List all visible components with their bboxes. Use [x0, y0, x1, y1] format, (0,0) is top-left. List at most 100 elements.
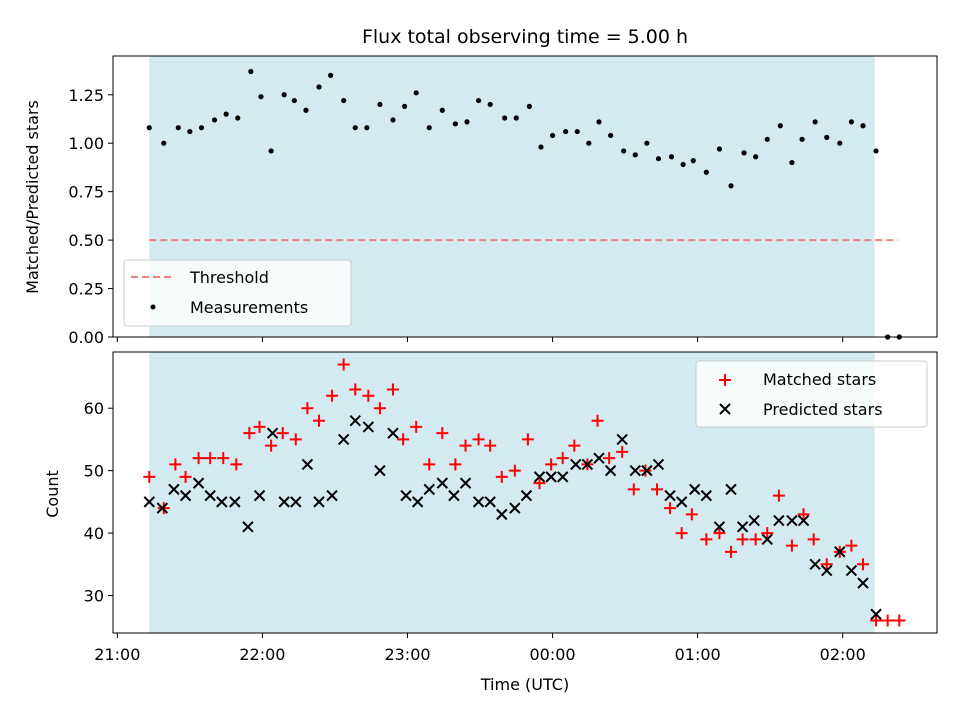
matched-star-point [179, 470, 192, 483]
matched-star-point [521, 433, 534, 446]
measurement-point [837, 140, 843, 146]
predicted-star-point [400, 489, 412, 502]
matched-star-point [761, 527, 774, 540]
measurement-point [248, 68, 254, 75]
predicted-star-point [192, 477, 205, 489]
predicted-star-point [797, 514, 810, 527]
predicted-star-point [593, 452, 605, 464]
x-tick-label: 01:00 [675, 645, 721, 664]
matched-star-point [337, 358, 350, 371]
predicted-star-point [570, 458, 582, 471]
measurement-point [235, 115, 241, 121]
matched-star-point [276, 427, 289, 440]
predicted-star-point [652, 458, 665, 471]
predicted-star-point [664, 489, 676, 502]
measurement-point [413, 90, 419, 96]
predicted-star-point [484, 496, 496, 508]
predicted-star-point [736, 521, 749, 533]
bottom-legend-box [695, 360, 928, 428]
measurement-point [487, 101, 493, 108]
predicted-star-point [834, 546, 846, 558]
matched-star-point [157, 502, 170, 515]
matched-star-point [591, 414, 604, 427]
predicted-star-point [337, 433, 350, 446]
matched-star-point [397, 433, 410, 446]
matched-star-point [820, 558, 833, 571]
measurement-point [475, 97, 482, 104]
x-tick-label: 21:00 [94, 645, 140, 664]
top-y-tick-label: 0.75 [68, 183, 104, 202]
matched-star-point [508, 464, 521, 477]
matched-star-point [301, 402, 314, 415]
matched-star-point [289, 433, 302, 446]
matched-star-point [326, 389, 339, 402]
measurement-point [258, 94, 264, 100]
legend-matched-swatch [719, 374, 731, 386]
legend-measurements-swatch [150, 304, 156, 310]
measurement-point [563, 128, 569, 135]
predicted-star-point [809, 558, 821, 571]
matched-star-point [568, 439, 581, 452]
measurement-point [680, 161, 686, 168]
matched-star-point [736, 533, 749, 546]
matched-star-point [807, 533, 820, 546]
measurement-point [328, 72, 334, 78]
legend-predicted-swatch [719, 403, 731, 415]
measurement-point [316, 84, 322, 90]
measurement-point [223, 111, 229, 117]
matched-star-point [664, 502, 677, 515]
measurement-point [621, 148, 627, 154]
predicted-stars-series [143, 414, 882, 620]
predicted-star-point [821, 564, 833, 577]
matched-star-point [700, 533, 713, 546]
predicted-star-point [156, 502, 169, 514]
predicted-star-point [362, 421, 375, 433]
matched-star-point [725, 545, 737, 558]
top-x-axis-ticks [116, 337, 844, 342]
top-y-tick-label: 1.00 [68, 134, 104, 153]
top-y-axis-label: Matched/Predicted stars [23, 100, 42, 294]
matched-star-point [349, 383, 362, 396]
x-axis-label: Time (UTC) [480, 675, 569, 694]
legend-predicted-label: Predicted stars [763, 400, 883, 419]
x-tick-label: 02:00 [820, 645, 866, 664]
predicted-star-point [423, 483, 435, 496]
predicted-star-point [266, 427, 279, 439]
measurement-point [538, 144, 544, 150]
measurement-point [753, 154, 759, 160]
measurement-point [703, 169, 709, 175]
matched-star-point [545, 458, 558, 471]
predicted-star-point [204, 489, 216, 502]
predicted-star-point [629, 464, 641, 477]
predicted-star-point [870, 608, 882, 620]
top-y-tick-label: 1.25 [68, 86, 104, 105]
matched-star-point [785, 539, 798, 552]
matched-star-point [616, 445, 629, 458]
measurement-point [607, 132, 614, 139]
predicted-star-point [675, 496, 688, 508]
predicted-star-point [301, 458, 314, 471]
matched-star-point [685, 508, 698, 521]
predicted-star-point [545, 471, 557, 483]
predicted-star-point [689, 483, 701, 496]
matched-star-point [893, 614, 906, 627]
measurement-point [281, 92, 287, 98]
matched-star-point [603, 452, 616, 465]
measurement-point [632, 152, 638, 158]
matched-star-point [169, 458, 182, 471]
predicted-star-point [773, 514, 785, 527]
matched-star-point [362, 389, 375, 402]
matched-star-point [495, 470, 508, 483]
chart-title: Flux total observing time = 5.00 h [362, 26, 688, 48]
predicted-star-point [533, 471, 546, 483]
top-y-tick-label: 0.50 [68, 231, 104, 250]
measurement-point [464, 119, 470, 125]
predicted-star-point [496, 508, 508, 521]
measurement-point [848, 119, 855, 125]
bottom-y-tick-label: 40 [84, 524, 104, 543]
measurement-point [812, 119, 818, 125]
measurement-point [873, 148, 879, 154]
matched-star-point [845, 539, 858, 552]
measurement-point [352, 125, 358, 131]
